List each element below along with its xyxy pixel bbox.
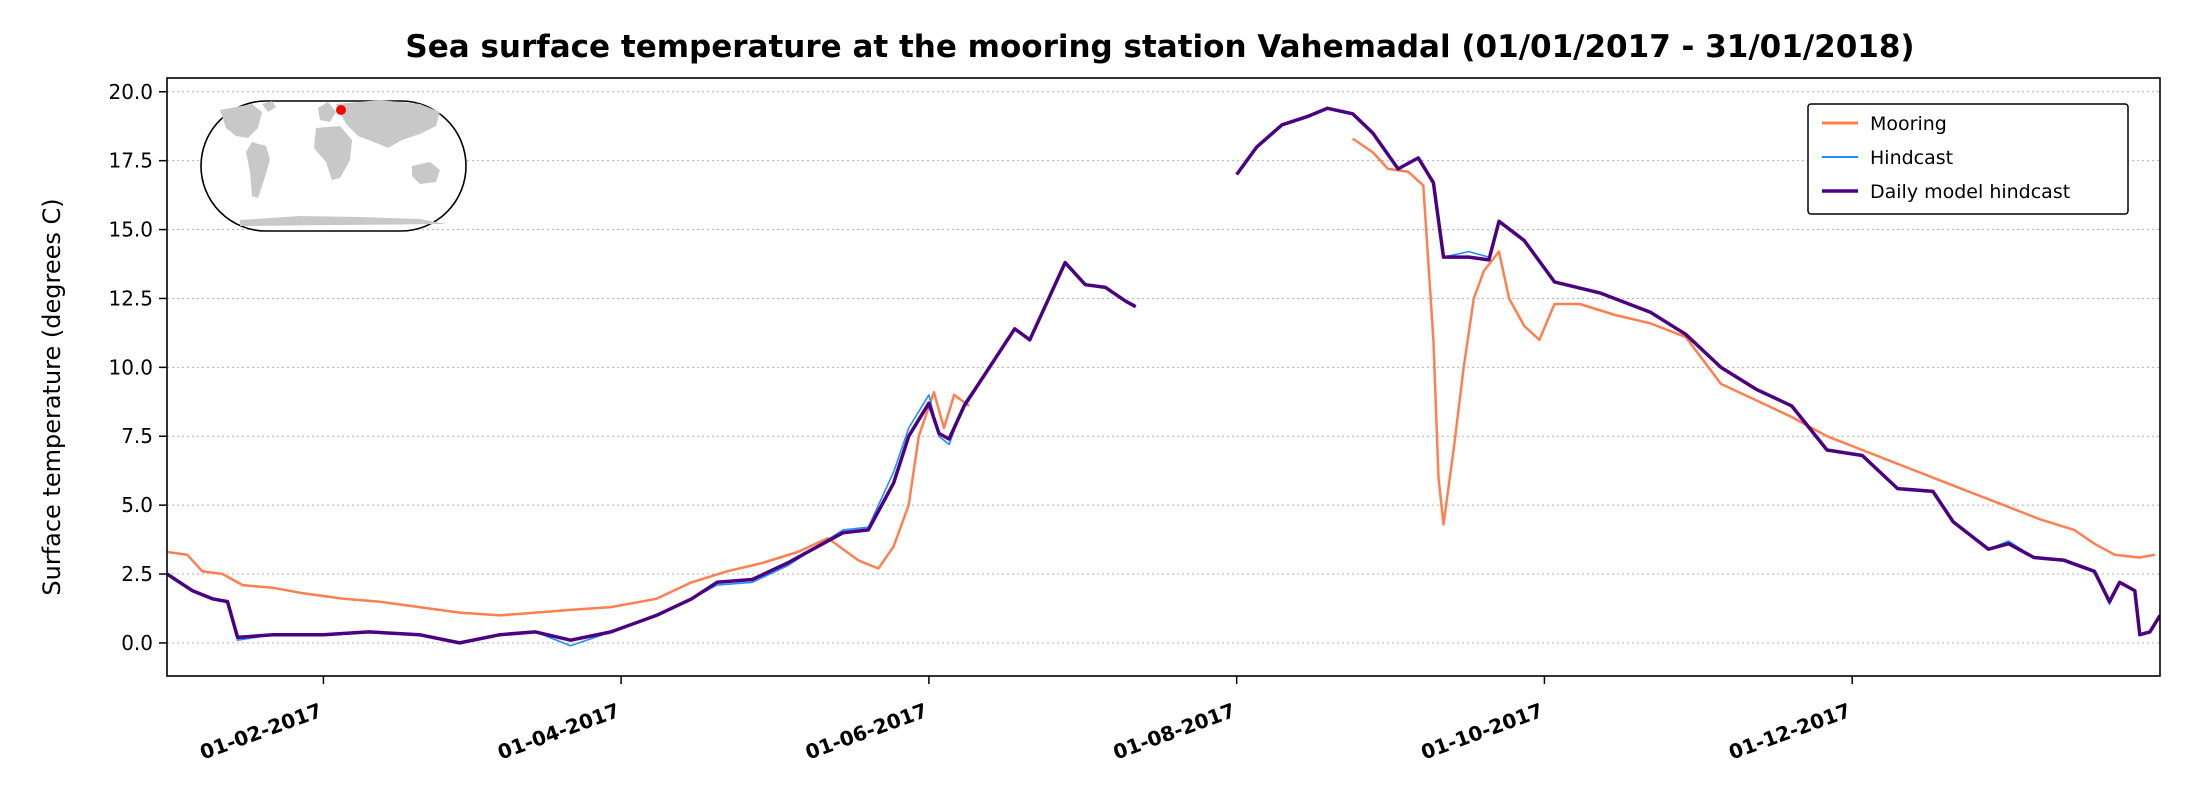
y-tick-label: 7.5 [121, 424, 153, 448]
legend-label-mooring: Mooring [1870, 113, 1947, 135]
australia-shape [412, 162, 440, 184]
antarctica-shape [240, 216, 446, 226]
continents [220, 100, 446, 226]
y-tick-label: 5.0 [121, 493, 153, 517]
plot-frame [166, 77, 2161, 677]
chart-title: Sea surface temperature at the mooring s… [405, 29, 1914, 65]
asia-shape [336, 100, 440, 148]
y-tick-label: 0.0 [121, 631, 153, 655]
y-axis-ticks: 0.0 2.5 5.0 7.5 10.0 12.5 15.0 17.5 20.0 [108, 80, 167, 655]
europe-shape [318, 102, 336, 122]
legend-box [1807, 103, 2129, 215]
y-tick-label: 15.0 [108, 218, 153, 242]
series-lines [167, 106, 2160, 647]
legend-label-daily-model-hindcast: Daily model hindcast [1870, 181, 2070, 203]
y-tick-label: 12.5 [108, 286, 153, 310]
north-america-shape [220, 104, 262, 138]
y-tick-label: 17.5 [108, 149, 153, 173]
greenland-shape [262, 101, 276, 112]
world-map-inset [200, 100, 467, 232]
y-tick-label: 2.5 [121, 562, 153, 586]
legend-label-hindcast: Hindcast [1870, 147, 1953, 169]
series-line-mooring [167, 137, 2156, 617]
y-axis-label: Surface temperature (degrees C) [38, 198, 66, 595]
y-tick-label: 20.0 [108, 80, 153, 104]
africa-shape [314, 126, 352, 180]
station-location-dot [336, 105, 346, 115]
south-america-shape [246, 142, 270, 198]
y-tick-label: 10.0 [108, 355, 153, 379]
legend: Mooring Hindcast Daily model hindcast [1807, 103, 2129, 215]
series-line-daily-model-hindcast [167, 106, 2160, 645]
